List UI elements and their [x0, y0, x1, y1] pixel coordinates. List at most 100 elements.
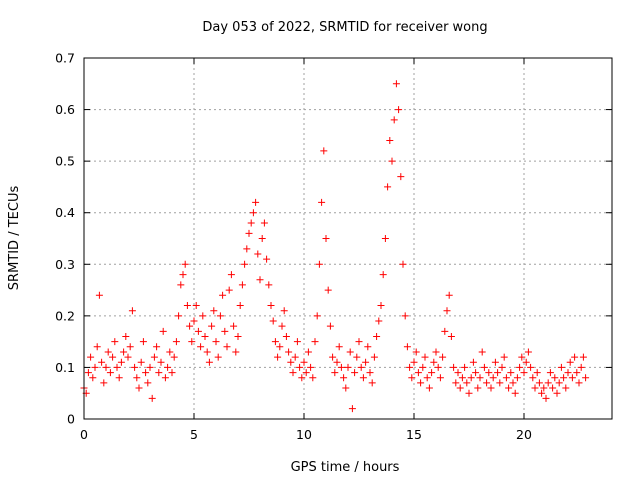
y-tick-label: 0.7: [55, 51, 75, 66]
data-point: [106, 369, 114, 377]
x-tick-label: 15: [406, 427, 422, 442]
data-point: [282, 332, 290, 340]
data-point: [223, 343, 231, 351]
data-point: [555, 379, 563, 387]
data-point: [522, 358, 530, 366]
data-point: [285, 348, 293, 356]
data-point: [571, 353, 579, 361]
data-point: [509, 379, 517, 387]
data-point: [122, 332, 130, 340]
data-point: [478, 348, 486, 356]
data-point: [307, 363, 315, 371]
data-point: [161, 374, 169, 382]
data-point: [177, 281, 185, 289]
data-point: [245, 229, 253, 237]
data-point: [579, 353, 587, 361]
data-point: [346, 348, 354, 356]
data-point: [150, 353, 158, 361]
data-point: [445, 291, 453, 299]
axis-ticks: 0 0.1 0.2 0.3 0.4 0.5 0.6 0.7 0 5 10 15 20: [55, 51, 612, 442]
data-point: [439, 353, 447, 361]
y-tick-label: 0.5: [55, 154, 75, 169]
data-point: [269, 317, 277, 325]
data-point: [491, 358, 499, 366]
data-point: [560, 374, 568, 382]
data-point: [157, 358, 165, 366]
data-point: [293, 338, 301, 346]
x-tick-label: 20: [516, 427, 532, 442]
data-point: [186, 322, 194, 330]
data-point: [148, 394, 156, 402]
x-tick-label: 10: [296, 427, 312, 442]
data-point: [494, 369, 502, 377]
data-point: [480, 363, 488, 371]
x-tick-label: 5: [190, 427, 198, 442]
data-point: [320, 147, 328, 155]
data-point: [364, 343, 372, 351]
data-point: [342, 384, 350, 392]
data-point: [146, 363, 154, 371]
data-point: [291, 353, 299, 361]
data-point: [192, 302, 200, 310]
data-point: [344, 363, 352, 371]
data-point: [225, 286, 233, 294]
data-point: [544, 379, 552, 387]
data-point: [280, 307, 288, 315]
data-point: [221, 327, 229, 335]
data-point: [549, 384, 557, 392]
data-point: [359, 374, 367, 382]
data-point: [500, 353, 508, 361]
data-point: [370, 353, 378, 361]
data-point: [533, 369, 541, 377]
data-point: [428, 369, 436, 377]
data-point: [219, 291, 227, 299]
data-point: [300, 358, 308, 366]
data-point: [557, 363, 565, 371]
data-point: [289, 369, 297, 377]
data-point: [432, 348, 440, 356]
data-point: [573, 369, 581, 377]
data-point: [241, 260, 249, 268]
data-point: [236, 302, 244, 310]
data-point: [324, 286, 332, 294]
data-point: [287, 358, 295, 366]
y-tick-label: 0.3: [55, 257, 75, 272]
data-point: [164, 363, 172, 371]
data-point: [384, 183, 392, 191]
data-point: [456, 384, 464, 392]
data-point: [542, 394, 550, 402]
data-point: [265, 281, 273, 289]
data-point: [406, 363, 414, 371]
data-point: [260, 219, 268, 227]
data-point: [368, 379, 376, 387]
data-point: [582, 374, 590, 382]
data-point: [568, 374, 576, 382]
data-point: [474, 384, 482, 392]
data-point: [421, 353, 429, 361]
data-point: [469, 358, 477, 366]
data-point: [256, 276, 264, 284]
data-point: [230, 322, 238, 330]
data-point: [201, 332, 209, 340]
data-point: [205, 358, 213, 366]
data-point: [166, 348, 174, 356]
data-point: [214, 353, 222, 361]
data-point: [249, 209, 257, 217]
data-point: [109, 353, 117, 361]
data-point: [366, 369, 374, 377]
data-point: [362, 358, 370, 366]
data-point: [144, 379, 152, 387]
data-point: [274, 353, 282, 361]
y-axis-label: SRMTID / TECUs: [7, 186, 22, 291]
data-point: [337, 363, 345, 371]
data-point: [489, 374, 497, 382]
data-point: [100, 379, 108, 387]
data-point: [414, 369, 422, 377]
data-point: [408, 374, 416, 382]
data-point: [84, 369, 92, 377]
data-point: [502, 374, 510, 382]
data-point: [498, 363, 506, 371]
data-point: [267, 302, 275, 310]
